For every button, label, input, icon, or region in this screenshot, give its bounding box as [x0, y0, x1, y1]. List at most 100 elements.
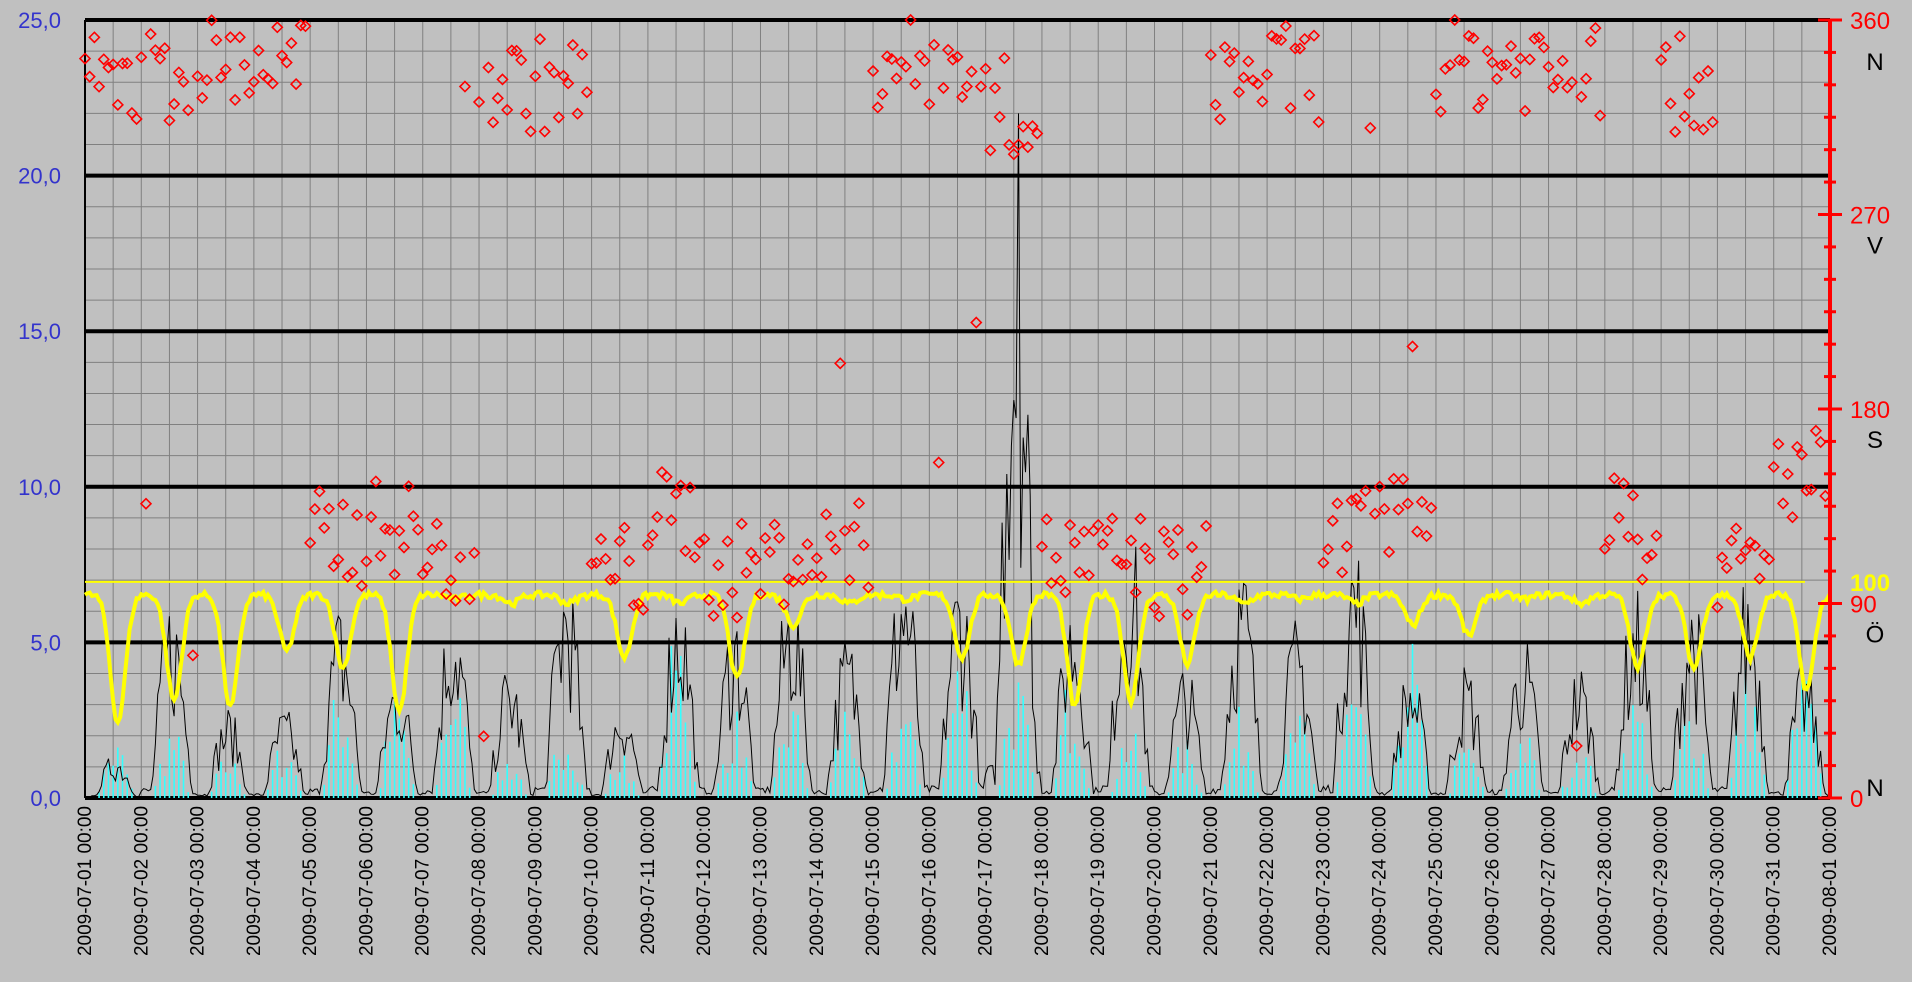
wind-direction-marker	[505, 44, 518, 57]
x-tick-label: 2009-08-01 00:00	[1820, 806, 1841, 956]
wind-direction-marker	[1106, 512, 1119, 525]
wind-direction-marker	[1373, 480, 1386, 493]
wind-direction-marker	[815, 570, 828, 583]
right-tick-label: 180	[1850, 397, 1890, 424]
wind-direction-marker	[1124, 534, 1138, 547]
wind-direction-marker	[651, 510, 664, 524]
wind-direction-marker	[862, 581, 875, 594]
left-tick-label: 25,0	[18, 8, 61, 33]
wind-direction-marker	[407, 510, 420, 523]
wind-direction-marker	[1608, 472, 1621, 485]
wind-direction-marker	[1185, 540, 1199, 554]
wind-direction-marker	[1354, 499, 1368, 512]
wind-direction-marker	[1134, 512, 1147, 525]
wind-direction-marker	[1096, 538, 1110, 551]
wind-direction-marker	[791, 553, 805, 567]
wind-direction-marker	[1232, 85, 1246, 99]
compass-label: Ö	[1866, 622, 1885, 649]
wind-direction-marker	[1275, 33, 1288, 47]
wind-direction-marker	[1781, 467, 1794, 481]
wind-direction-marker	[421, 561, 434, 574]
wind-direction-marker	[1772, 437, 1785, 451]
wind-direction-marker	[1467, 32, 1480, 45]
wind-direction-marker	[557, 69, 570, 82]
wind-direction-series	[78, 13, 1832, 753]
wind-direction-marker	[768, 518, 781, 531]
wind-direction-marker	[547, 66, 561, 79]
wind-direction-marker	[515, 53, 528, 67]
wind-direction-marker	[726, 586, 739, 599]
x-tick-label: 2009-07-14 00:00	[807, 806, 828, 956]
wind-direction-marker	[923, 98, 936, 111]
wind-direction-marker	[116, 57, 129, 70]
wind-direction-marker	[735, 517, 748, 530]
wind-direction-marker	[834, 357, 847, 370]
wind-direction-marker	[111, 98, 124, 111]
wind-direction-marker	[1035, 540, 1049, 553]
wind-direction-marker	[866, 64, 880, 78]
wind-direction-marker	[843, 574, 856, 587]
wind-direction-marker	[604, 573, 617, 586]
wind-direction-marker	[355, 579, 368, 592]
humidity-line	[83, 587, 1832, 727]
humidity-series	[83, 580, 1832, 727]
wind-direction-marker	[477, 730, 490, 743]
wind-direction-marker	[435, 539, 448, 552]
wind-direction-marker	[1537, 41, 1550, 54]
wind-direction-marker	[1045, 576, 1058, 590]
wind-direction-marker	[1720, 561, 1733, 575]
wind-direction-marker	[1401, 497, 1414, 510]
wind-direction-marker	[763, 545, 776, 559]
x-tick-label: 2009-07-12 00:00	[694, 806, 715, 956]
wind-direction-marker	[233, 31, 246, 44]
wind-direction-marker	[956, 90, 969, 104]
wind-direction-marker	[1542, 60, 1555, 73]
wind-direction-marker	[674, 479, 687, 492]
wind-direction-marker	[1622, 530, 1635, 543]
wind-direction-marker	[759, 531, 772, 545]
wind-direction-marker	[1786, 511, 1799, 524]
wind-direction-marker	[688, 551, 701, 564]
wind-direction-marker	[904, 13, 917, 27]
wind-direction-marker	[1350, 492, 1363, 505]
wind-direction-marker	[1317, 556, 1330, 569]
wind-direction-marker	[252, 44, 265, 57]
left-tick-label: 20,0	[18, 164, 61, 189]
wind-direction-marker	[177, 75, 190, 88]
wind-direction-marker	[524, 125, 537, 138]
wind-direction-marker	[1556, 54, 1569, 67]
x-tick-label: 2009-07-31 00:00	[1764, 806, 1785, 956]
x-tick-label: 2009-07-02 00:00	[131, 806, 152, 956]
wind-direction-marker	[1021, 141, 1034, 154]
wind-direction-marker	[350, 508, 364, 522]
x-tick-label: 2009-07-26 00:00	[1482, 806, 1503, 956]
wind-direction-marker	[998, 52, 1011, 65]
wind-direction-marker	[932, 456, 945, 469]
wind-direction-marker	[1190, 571, 1203, 584]
wind-direction-marker	[857, 539, 870, 552]
wind-direction-marker	[501, 103, 514, 117]
wind-direction-marker	[496, 73, 509, 86]
wind-direction-marker	[1795, 448, 1808, 461]
x-tick-label: 2009-07-01 00:00	[75, 806, 96, 956]
wind-direction-marker	[1397, 472, 1410, 486]
wind-direction-marker	[1640, 552, 1654, 565]
x-tick-label: 2009-07-20 00:00	[1145, 806, 1166, 956]
wind-direction-marker	[1120, 558, 1133, 571]
wind-direction-marker	[1495, 59, 1508, 72]
wind-direction-marker	[360, 555, 373, 568]
wind-direction-marker	[796, 573, 809, 586]
wind-direction-marker	[285, 36, 298, 50]
wind-direction-marker	[1026, 120, 1039, 133]
x-tick-label: 2009-07-30 00:00	[1707, 806, 1728, 956]
wind-direction-marker	[78, 52, 92, 65]
left-tick-label: 5,0	[30, 630, 61, 655]
x-tick-label: 2009-07-18 00:00	[1032, 806, 1053, 956]
wind-direction-marker	[454, 551, 467, 564]
wind-direction-marker	[899, 60, 913, 73]
wind-direction-marker	[1767, 460, 1780, 474]
wind-direction-marker	[1575, 90, 1588, 103]
wind-direction-marker	[848, 520, 861, 533]
wind-direction-marker	[1617, 477, 1630, 490]
